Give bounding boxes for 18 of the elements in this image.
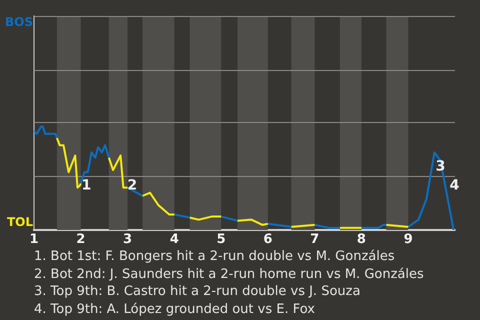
x-tick-label: 3 [123,232,132,248]
x-tick-label: 9 [404,232,413,248]
text: 3. Top 9th: B. Castro hit a 2-run double vs J. Souza [34,283,362,300]
x-tick-label: 5 [216,232,226,248]
text: BOS [5,15,33,30]
x-tick-label: 8 [356,232,366,248]
annotation: 4 [450,177,460,194]
x-tick-label: 7 [310,232,320,248]
annotation: 2 [127,177,138,194]
text: 2. Bot 2nd: J. Saunders hit a 2-run home run vs M. Gonzáles [34,266,424,283]
x-tick-label: 2 [76,232,86,248]
x-tick-label: 4 [170,232,179,248]
annotation: TOL [6,215,34,230]
x-tick-label: 6 [263,232,272,248]
text: 1. Bot 1st: F. Bongers hit a 2-run double vs M. Gonzáles [34,248,396,266]
x-tick-label: 1 [29,232,39,248]
text: 4. Top 9th: A. López grounded out vs E. Fox [34,300,316,318]
annotation: 1 [82,177,92,194]
